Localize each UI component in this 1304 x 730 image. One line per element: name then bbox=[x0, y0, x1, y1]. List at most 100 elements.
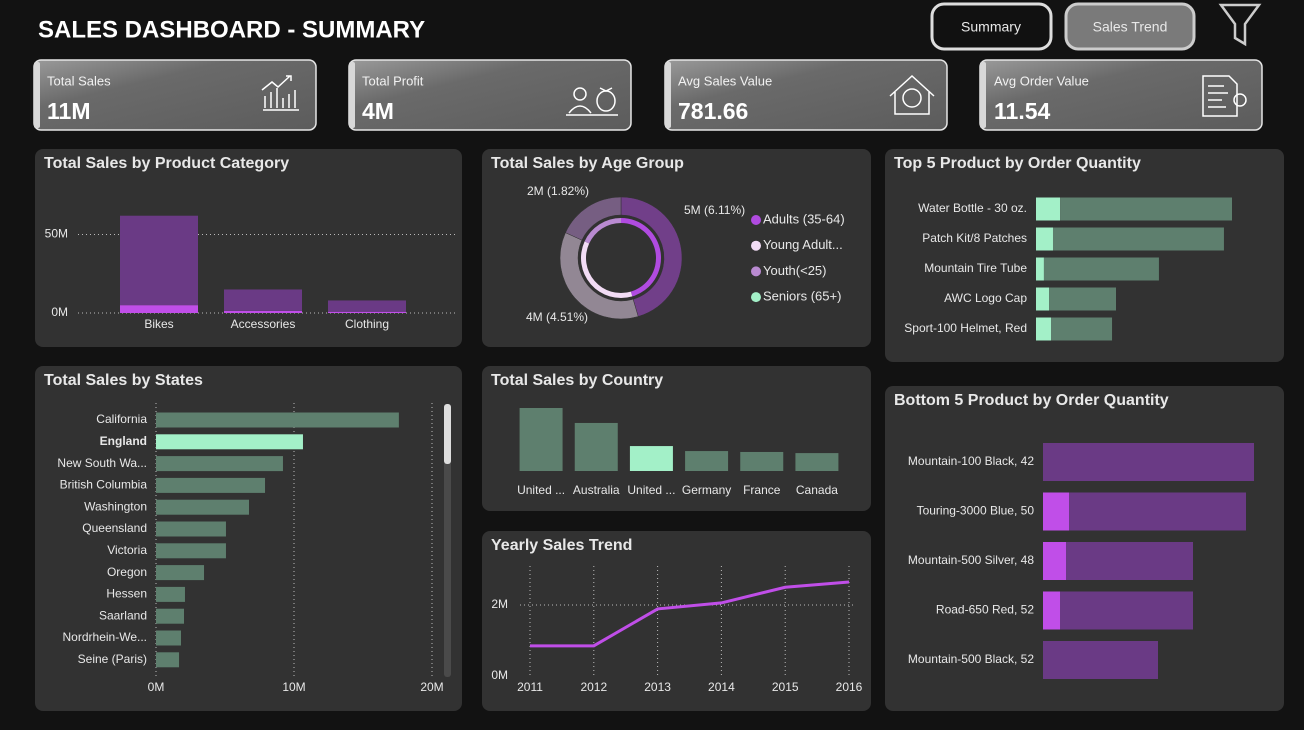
bar-segment bbox=[1066, 542, 1193, 580]
chart-title: Bottom 5 Product by Order Quantity bbox=[894, 392, 1169, 409]
bar-segment bbox=[1060, 591, 1193, 630]
kpi-card: Total Profit 4M bbox=[348, 59, 632, 131]
category-label: Oregon bbox=[107, 565, 147, 579]
bar-segment bbox=[328, 300, 406, 312]
x-tick-label: Australia bbox=[573, 483, 620, 497]
y-tick-label: 0M bbox=[51, 305, 68, 319]
sales-trend-button[interactable] bbox=[1064, 2, 1196, 51]
bar bbox=[156, 499, 250, 515]
y-tick-label: 50M bbox=[45, 227, 68, 241]
x-tick-label: 2013 bbox=[644, 680, 671, 694]
donut-slice bbox=[565, 196, 622, 241]
category-label: Mountain-100 Black, 42 bbox=[908, 454, 1034, 468]
x-tick-label: Canada bbox=[796, 483, 838, 497]
data-label: 2M (1.82%) bbox=[527, 184, 589, 198]
category-label: California bbox=[96, 412, 147, 426]
bar-segment bbox=[328, 311, 406, 313]
category-label: Mountain-500 Black, 52 bbox=[908, 652, 1034, 666]
bar bbox=[156, 543, 226, 559]
bar-segment bbox=[1036, 287, 1050, 311]
legend-label: Youth(<25) bbox=[763, 263, 827, 278]
bar bbox=[156, 521, 226, 537]
kpi-value: 11M bbox=[47, 98, 90, 124]
panel bbox=[482, 366, 871, 511]
line bbox=[530, 580, 850, 648]
kpi-value: 781.66 bbox=[678, 98, 748, 124]
y-tick-label: 2M bbox=[491, 597, 508, 611]
x-tick-label: Accessories bbox=[231, 317, 296, 331]
bar bbox=[156, 608, 185, 624]
data-label: 4M (4.51%) bbox=[526, 310, 588, 324]
scrollbar-track bbox=[444, 404, 451, 677]
scrollbar-thumb[interactable] bbox=[444, 404, 451, 464]
chart-title: Top 5 Product by Order Quantity bbox=[894, 155, 1141, 172]
bar-segment bbox=[1049, 287, 1117, 311]
filter-icon[interactable] bbox=[1218, 3, 1262, 47]
bar-segment bbox=[1043, 591, 1060, 630]
kpi-icon bbox=[1202, 75, 1247, 117]
x-tick-label: 2015 bbox=[772, 680, 799, 694]
kpi-label: Total Profit bbox=[362, 73, 424, 88]
x-tick-label: 2014 bbox=[708, 680, 735, 694]
panel bbox=[482, 531, 871, 711]
legend-label: Seniors (65+) bbox=[763, 289, 841, 304]
bar bbox=[740, 451, 784, 471]
x-tick-label: United ... bbox=[627, 483, 675, 497]
sales-trend-button-label[interactable]: Sales Trend bbox=[1093, 19, 1168, 35]
x-tick-label: 2011 bbox=[517, 680, 543, 694]
bar-segment bbox=[224, 289, 302, 311]
x-tick-label: Bikes bbox=[144, 317, 173, 331]
kpi-icon bbox=[261, 75, 299, 111]
kpi-card: Total Sales 11M bbox=[33, 59, 317, 131]
summary-button[interactable] bbox=[930, 2, 1053, 51]
y-tick-label: 0M bbox=[491, 668, 508, 682]
category-label: Washington bbox=[84, 499, 147, 513]
category-label: Mountain Tire Tube bbox=[924, 261, 1027, 275]
bar bbox=[156, 652, 180, 668]
bar-segment bbox=[1043, 257, 1159, 281]
kpi-accent bbox=[349, 62, 355, 128]
category-label: England bbox=[100, 434, 147, 448]
kpi-label: Avg Sales Value bbox=[678, 73, 772, 88]
kpi-card: Avg Sales Value 781.66 bbox=[664, 59, 948, 131]
category-label: Patch Kit/8 Patches bbox=[922, 231, 1027, 245]
bar bbox=[519, 408, 563, 471]
bar-segment bbox=[1036, 257, 1044, 281]
summary-button-label[interactable]: Summary bbox=[961, 19, 1021, 35]
chart-title: Total Sales by States bbox=[44, 372, 203, 389]
bar bbox=[156, 565, 205, 581]
bar bbox=[574, 422, 618, 471]
x-tick-label: 2016 bbox=[836, 680, 863, 694]
bar bbox=[156, 586, 185, 602]
category-label: Water Bottle - 30 oz. bbox=[918, 201, 1027, 215]
x-tick-label: 10M bbox=[282, 680, 305, 694]
bar bbox=[156, 630, 181, 646]
chart-title: Total Sales by Country bbox=[491, 372, 663, 389]
kpi-value: 11.54 bbox=[994, 98, 1050, 124]
x-tick-label: 20M bbox=[420, 680, 443, 694]
chart-title: Total Sales by Product Category bbox=[44, 155, 289, 172]
category-label: Saarland bbox=[99, 608, 147, 622]
category-label: Queensland bbox=[82, 521, 147, 535]
chart-title: Total Sales by Age Group bbox=[491, 155, 684, 172]
page-title: SALES DASHBOARD - SUMMARY bbox=[38, 16, 425, 43]
legend-marker bbox=[751, 215, 761, 225]
category-label: New South Wa... bbox=[57, 456, 147, 470]
bar-segment bbox=[1043, 641, 1158, 679]
bar bbox=[156, 412, 399, 428]
data-label: 5M (6.11%) bbox=[684, 203, 745, 217]
kpi-value: 4M bbox=[362, 98, 394, 124]
bar-segment bbox=[1043, 443, 1254, 481]
kpi-label: Total Sales bbox=[47, 73, 111, 88]
x-tick-label: 0M bbox=[148, 680, 165, 694]
bar-segment bbox=[1051, 317, 1113, 341]
kpi-label: Avg Order Value bbox=[994, 73, 1089, 88]
bar-segment bbox=[1052, 227, 1224, 251]
x-tick-label: France bbox=[743, 483, 781, 497]
category-label: Road-650 Red, 52 bbox=[936, 603, 1034, 617]
category-label: Touring-3000 Blue, 50 bbox=[917, 504, 1035, 518]
bar-segment bbox=[1036, 227, 1053, 251]
donut-inner-slice bbox=[621, 218, 662, 297]
kpi-accent bbox=[980, 62, 986, 128]
